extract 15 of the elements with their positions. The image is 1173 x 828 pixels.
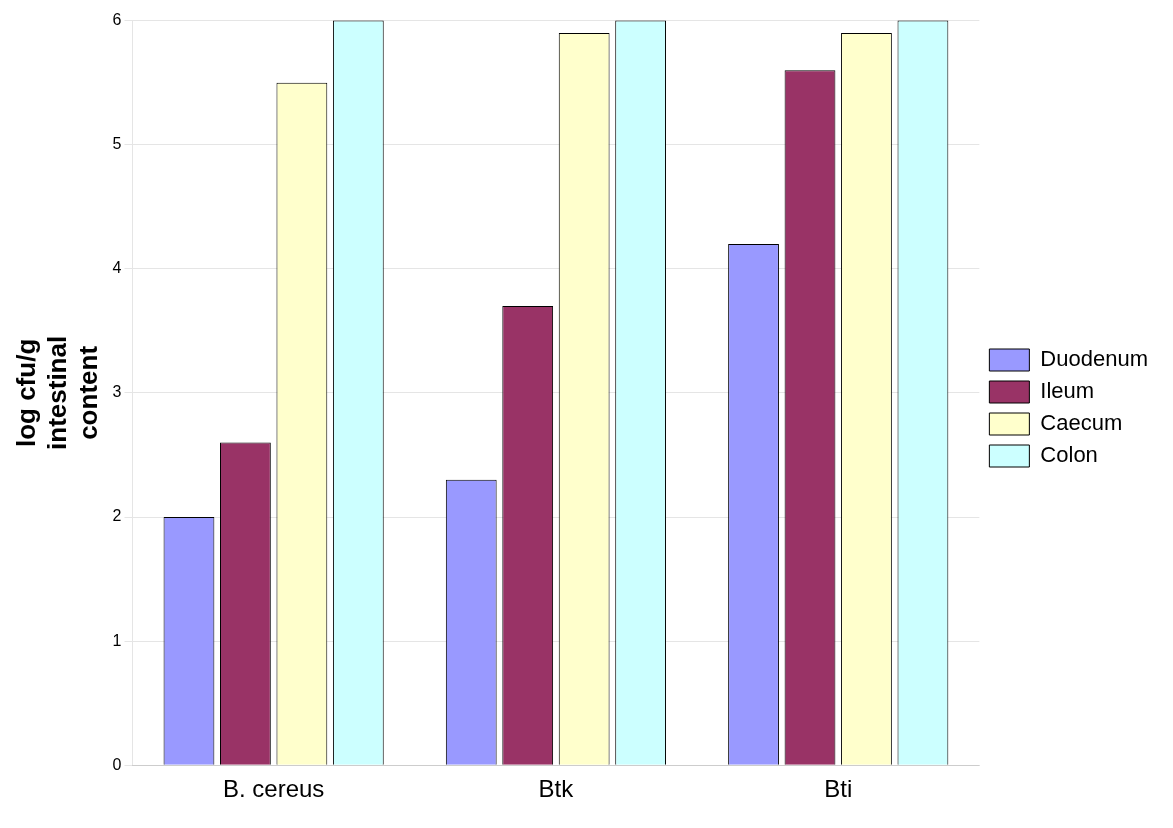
legend-label: Ileum (1040, 378, 1095, 404)
x-tick-label: Bti (824, 775, 853, 803)
y-tick-label: 5 (112, 135, 122, 153)
y-tick-label: 0 (112, 755, 122, 773)
y-tick-label: 2 (112, 507, 122, 525)
x-tick-label: Btk (538, 775, 575, 803)
y-tick-label: 1 (112, 631, 122, 649)
x-tick-label: B. cereus (222, 775, 325, 803)
y-tick-label: 3 (112, 383, 122, 401)
legend-label: Duodenum (1040, 346, 1149, 372)
y-tick-label: 4 (112, 259, 122, 277)
legend-label: Caecum (1040, 410, 1123, 436)
legend-label: Colon (1040, 442, 1098, 468)
y-axis-title: log cfu/g intestinal content (10, 335, 104, 450)
y-tick-label: 6 (112, 11, 122, 29)
